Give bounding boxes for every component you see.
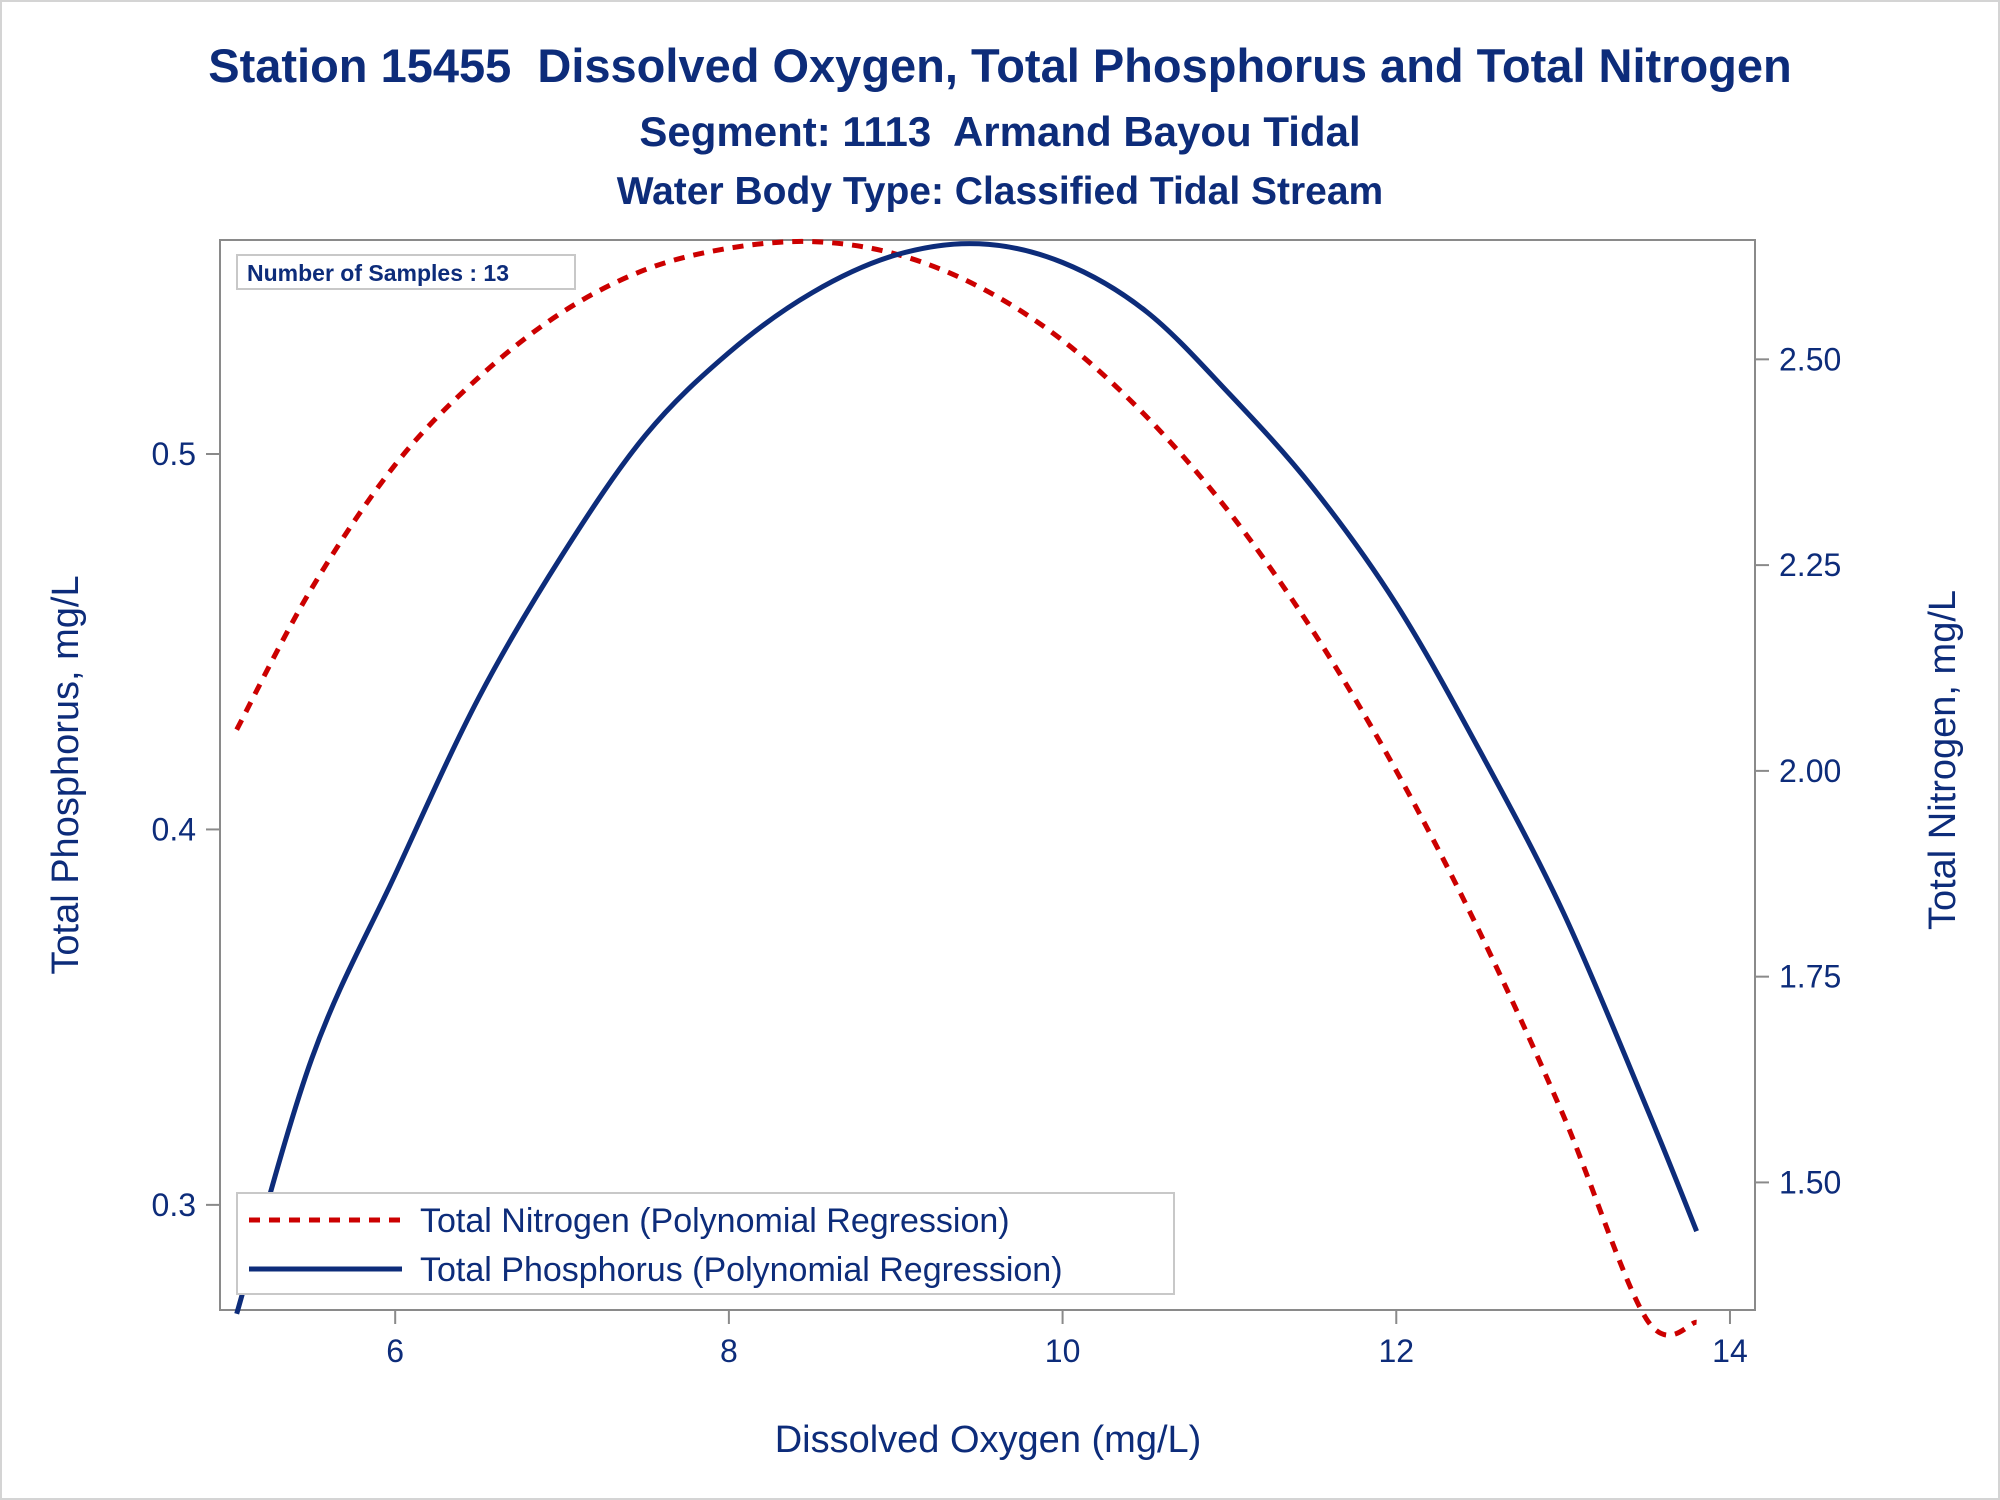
right-y-axis-ticks: 1.50 1.75 2.00 2.25 2.50 bbox=[1755, 341, 1841, 1200]
x-axis-ticks: 6 8 10 12 14 bbox=[386, 1310, 1748, 1369]
right-y-axis-label: Total Nitrogen, mg/L bbox=[1922, 590, 1964, 930]
sample-count-box: Number of Samples : 13 bbox=[236, 254, 576, 290]
left-y-axis-ticks: 0.3 0.4 0.5 bbox=[152, 436, 220, 1223]
left-y-tick-label: 0.4 bbox=[152, 811, 196, 847]
x-tick-label: 14 bbox=[1712, 1333, 1748, 1369]
series-lines bbox=[234, 238, 1699, 1338]
x-tick-label: 8 bbox=[720, 1333, 738, 1369]
x-tick-label: 10 bbox=[1045, 1333, 1081, 1369]
chart-subtitle-water-body: Water Body Type: Classified Tidal Stream bbox=[616, 170, 1384, 213]
x-tick-label: 12 bbox=[1378, 1333, 1414, 1369]
chart-subtitle-segment: Segment: 1113 Armand Bayou Tidal bbox=[639, 108, 1361, 155]
legend-label-phosphorus: Total Phosphorus (Polynomial Regression) bbox=[420, 1251, 1063, 1289]
right-y-tick-label: 2.50 bbox=[1779, 341, 1841, 377]
plot-area bbox=[219, 239, 1756, 1311]
sample-count-text: Number of Samples : 13 bbox=[247, 260, 509, 286]
right-y-tick-label: 1.75 bbox=[1779, 959, 1841, 995]
x-tick-label: 6 bbox=[386, 1333, 404, 1369]
right-y-tick-label: 2.00 bbox=[1779, 753, 1841, 789]
left-y-axis-label: Total Phosphorus, mg/L bbox=[45, 575, 87, 974]
right-y-tick-label: 1.50 bbox=[1779, 1164, 1841, 1200]
series-line-total-phosphorus bbox=[234, 241, 1699, 1315]
left-y-tick-label: 0.3 bbox=[152, 1187, 196, 1223]
right-y-tick-label: 2.25 bbox=[1779, 547, 1841, 583]
x-axis-label: Dissolved Oxygen (mg/L) bbox=[775, 1419, 1202, 1461]
legend: Total Nitrogen (Polynomial Regression) T… bbox=[236, 1192, 1175, 1295]
left-y-tick-label: 0.5 bbox=[152, 436, 196, 472]
legend-label-nitrogen: Total Nitrogen (Polynomial Regression) bbox=[420, 1202, 1010, 1240]
chart-title: Station 15455 Dissolved Oxygen, Total Ph… bbox=[208, 39, 1792, 92]
series-line-total-nitrogen bbox=[234, 238, 1698, 1338]
